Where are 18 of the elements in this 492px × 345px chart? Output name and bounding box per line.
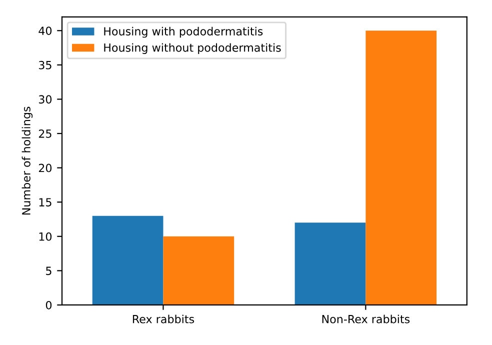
y-tick-label: 30 xyxy=(38,95,52,104)
y-tick-label: 0 xyxy=(46,300,52,310)
y-tick-label: 5 xyxy=(46,266,52,276)
y-tick-label: 25 xyxy=(38,129,52,138)
x-tick-label: Rex rabbits xyxy=(132,314,194,324)
y-tick-label: 10 xyxy=(39,232,52,241)
y-tick-label: 20 xyxy=(38,164,52,172)
y-tick-label: 15 xyxy=(39,198,52,206)
y-tick-label: 35 xyxy=(38,60,52,70)
y-axis-title: Number of holdings xyxy=(22,106,33,215)
bar xyxy=(163,236,234,305)
legend-label: Housing with pododermatitis xyxy=(104,26,263,38)
bar xyxy=(366,30,437,305)
bar xyxy=(92,216,164,305)
legend-label: Housing without pododermatitis xyxy=(104,43,281,54)
y-tick-label: 40 xyxy=(38,26,52,35)
bar xyxy=(294,222,366,305)
x-tick-label: Non-Rex rabbits xyxy=(322,314,410,324)
